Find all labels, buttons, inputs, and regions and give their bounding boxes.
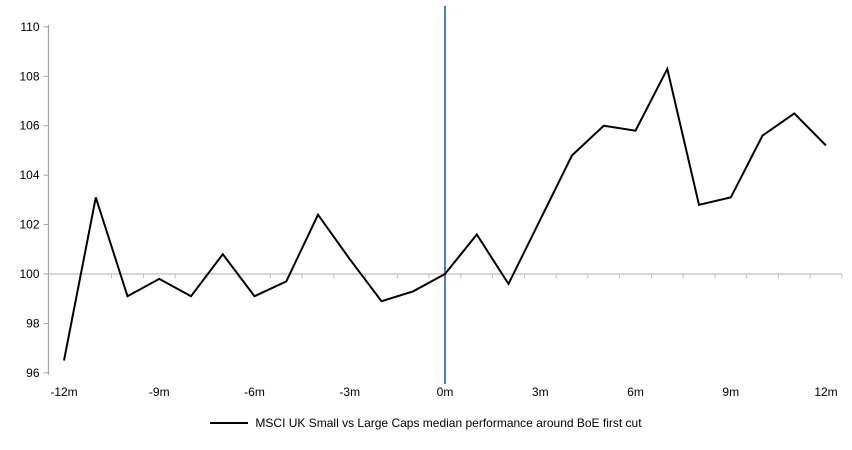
- x-axis-label: -3m: [339, 385, 360, 399]
- y-axis-label: 102: [19, 218, 39, 232]
- legend-line-sample: [210, 422, 249, 424]
- y-axis-label: 98: [26, 316, 40, 330]
- x-axis-label: 3m: [532, 385, 549, 399]
- y-axis-label: 100: [19, 267, 39, 281]
- x-axis-label: 9m: [722, 385, 739, 399]
- data-line: [63, 66, 827, 361]
- y-axis-label: 110: [20, 20, 39, 34]
- y-axis-label: 106: [19, 119, 39, 133]
- plot-area: 96 98 100 102 104 106 108 110 -12m -9m -6m -3m 0m 3m 6…: [19, 6, 843, 399]
- y-axis-label: 104: [19, 168, 39, 182]
- x-axis-label: 12m: [814, 385, 837, 399]
- x-axis-label: -6m: [244, 385, 265, 399]
- x-axis-label: 6m: [627, 385, 644, 399]
- y-axis-label: 108: [19, 69, 39, 83]
- x-axis-label: 0m: [437, 385, 454, 399]
- legend: MSCI UK Small vs Large Caps median perfo…: [0, 416, 852, 430]
- x-axis-label: -12m: [50, 385, 77, 399]
- x-axis-label: -9m: [149, 385, 170, 399]
- y-axis-label: 96: [26, 366, 40, 380]
- legend-label: MSCI UK Small vs Large Caps median perfo…: [255, 416, 642, 430]
